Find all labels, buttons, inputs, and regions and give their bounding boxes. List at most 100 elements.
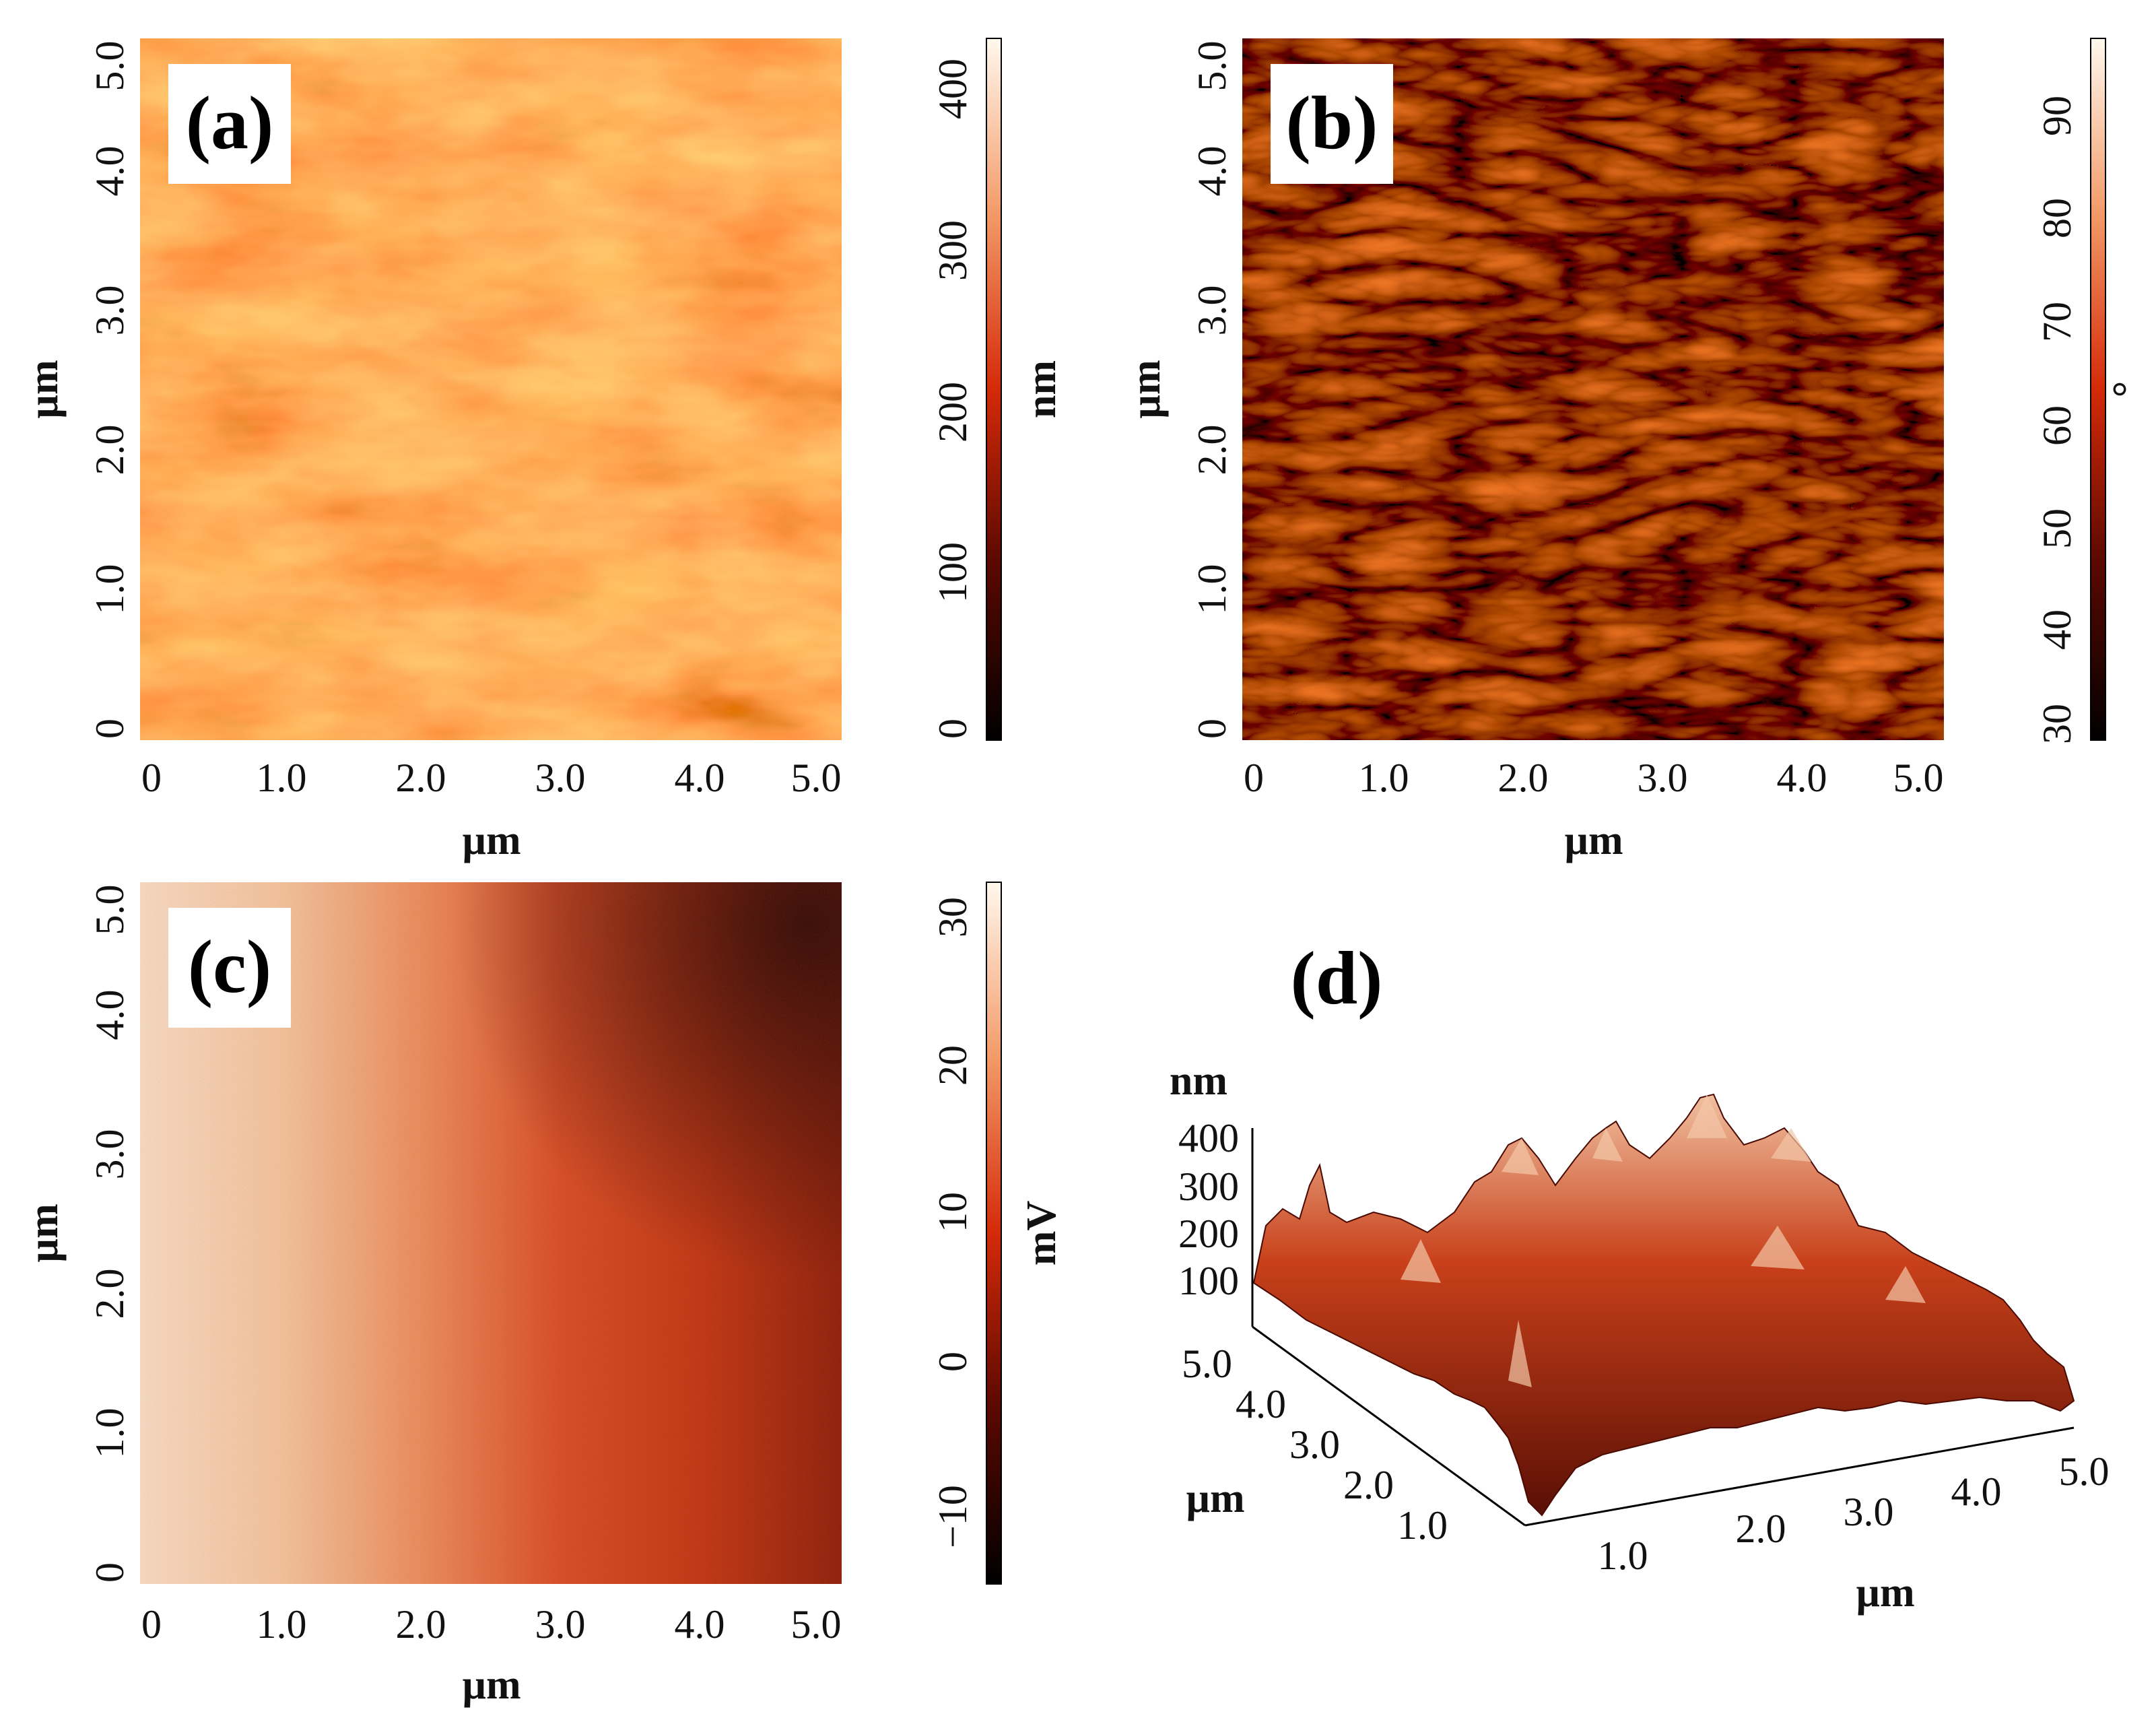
colorbar [986, 882, 1002, 1585]
y-tick: 2.0 [1190, 425, 1234, 475]
panel-c-label-box [168, 908, 291, 1028]
peak [1771, 1128, 1811, 1162]
panel-d-z-unit: nm [1170, 1058, 1227, 1104]
panel-b-label: (b) [1286, 81, 1378, 165]
x-tick: 4.0 [1777, 756, 1827, 800]
colorbar-tick: 90 [2035, 96, 2079, 136]
panel-a-label-box [168, 64, 291, 184]
panel-b: (b) 0 1.0 2.0 3.0 4.0 5.0 µm 0 1.0 2.0 3… [1123, 38, 2151, 863]
panel-d-label: (d) [1291, 937, 1383, 1020]
colorbar-tick: 60 [2035, 405, 2079, 446]
panel-c-colorbar: −10 0 10 20 30 mV [931, 882, 1065, 1585]
panel-a-x-axis-label: µm [462, 818, 520, 863]
y-tick: 0 [1190, 719, 1234, 739]
y-tick: 4.0 [1190, 146, 1234, 197]
colorbar-tick: 300 [931, 220, 975, 281]
colorbar-tick: 70 [2035, 302, 2079, 342]
peak [1592, 1128, 1623, 1162]
y-tick: 2.0 [1343, 1463, 1394, 1507]
x-tick: 2.0 [1498, 756, 1549, 800]
panel-b-colorbar: 30 40 50 60 70 80 90 ° [2035, 38, 2151, 744]
x-tick: 4.0 [1951, 1469, 2002, 1514]
panel-c: (c) 0 1.0 2.0 3.0 4.0 5.0 µm 0 1.0 2.0 3… [21, 882, 1065, 1708]
y-tick: 0 [88, 719, 132, 739]
x-tick: 2.0 [1736, 1507, 1786, 1551]
colorbar-tick: 50 [2035, 508, 2079, 549]
panel-b-y-ticks: 0 1.0 2.0 3.0 4.0 5.0 [1190, 41, 1234, 739]
y-tick: 2.0 [88, 1269, 132, 1319]
panel-d-x-axis-label: µm [1856, 1570, 1914, 1616]
z-tick: 100 [1178, 1259, 1239, 1303]
y-tick: 3.0 [88, 286, 132, 336]
x-tick: 4.0 [675, 1602, 725, 1647]
y-tick: 1.0 [1397, 1503, 1448, 1548]
panel-b-label-box [1271, 64, 1393, 184]
x-tick: 3.0 [1638, 756, 1688, 800]
panel-c-label: (c) [188, 925, 271, 1009]
x-tick: 1.0 [257, 1602, 307, 1647]
colorbar-tick: 40 [2035, 609, 2079, 650]
panel-c-y-axis-label: µm [21, 1203, 67, 1262]
x-tick: 5.0 [1893, 756, 1944, 800]
panel-d-y-axis [1252, 1325, 1526, 1527]
panel-a-colorbar: 0 100 200 300 400 nm [931, 38, 1065, 741]
colorbar-unit: nm [1019, 360, 1065, 418]
colorbar-unit: mV [1019, 1201, 1065, 1266]
colorbar-tick: 200 [931, 382, 975, 442]
colorbar-tick: 0 [931, 719, 975, 739]
x-tick: 1.0 [257, 756, 307, 800]
x-tick: 2.0 [396, 756, 446, 800]
x-tick: 5.0 [791, 756, 842, 800]
x-tick: 3.0 [1844, 1490, 1894, 1534]
x-tick: 1.0 [1598, 1533, 1648, 1578]
y-tick: 1.0 [1190, 564, 1234, 615]
colorbar-tick: −10 [931, 1485, 975, 1548]
colorbar [2090, 38, 2106, 741]
panel-d-peaks [1401, 1094, 1926, 1387]
panel-a-y-axis-label: µm [21, 360, 67, 418]
panel-d-y-ticks: 5.0 4.0 3.0 2.0 1.0 [1182, 1342, 1448, 1548]
panel-d-x-axis [1524, 1426, 2075, 1527]
y-tick: 4.0 [88, 990, 132, 1040]
y-tick: 0 [88, 1562, 132, 1583]
y-tick: 5.0 [1182, 1342, 1232, 1386]
colorbar-tick: 100 [931, 542, 975, 603]
colorbar [986, 38, 1002, 741]
colorbar-tick: 80 [2035, 198, 2079, 238]
peak [1508, 1320, 1532, 1387]
x-tick: 3.0 [535, 756, 586, 800]
x-tick: 0 [1244, 756, 1264, 800]
y-tick: 5.0 [88, 885, 132, 935]
panel-d-y-axis-label: µm [1186, 1476, 1244, 1521]
y-tick: 5.0 [1190, 41, 1234, 92]
x-tick: 0 [141, 756, 162, 800]
panel-b-x-ticks: 0 1.0 2.0 3.0 4.0 5.0 [1244, 756, 1944, 800]
panel-b-y-axis-label: µm [1123, 360, 1169, 418]
panel-b-x-axis-label: µm [1564, 818, 1623, 863]
panel-d: (d) nm 400 300 200 100 5.0 4.0 3.0 [1170, 937, 2110, 1616]
panel-a-label: (a) [186, 81, 274, 165]
panel-a: (a) 0 1.0 2.0 3.0 4.0 5.0 µm 0 1.0 2.0 3… [21, 38, 1065, 863]
x-tick: 3.0 [535, 1602, 586, 1647]
panel-d-surface [1252, 1093, 2075, 1517]
y-tick: 5.0 [88, 41, 132, 92]
panel-c-x-axis-label: µm [462, 1662, 520, 1708]
y-tick: 3.0 [1190, 286, 1234, 336]
z-tick: 300 [1178, 1164, 1239, 1209]
x-tick: 4.0 [675, 756, 725, 800]
y-tick: 3.0 [88, 1129, 132, 1180]
peak [1885, 1266, 1926, 1303]
panel-c-x-ticks: 0 1.0 2.0 3.0 4.0 5.0 [141, 1602, 842, 1647]
peak [1751, 1226, 1805, 1269]
peak [1401, 1239, 1441, 1283]
peak [1687, 1094, 1727, 1138]
z-tick: 200 [1178, 1212, 1239, 1256]
x-tick: 2.0 [396, 1602, 446, 1647]
x-tick: 1.0 [1359, 756, 1409, 800]
panel-a-y-ticks: 0 1.0 2.0 3.0 4.0 5.0 [88, 41, 132, 739]
panel-d-z-ticks: 400 300 200 100 [1178, 1116, 1239, 1303]
peak [1502, 1138, 1539, 1175]
x-tick: 5.0 [791, 1602, 842, 1647]
colorbar-tick: 20 [931, 1045, 975, 1086]
